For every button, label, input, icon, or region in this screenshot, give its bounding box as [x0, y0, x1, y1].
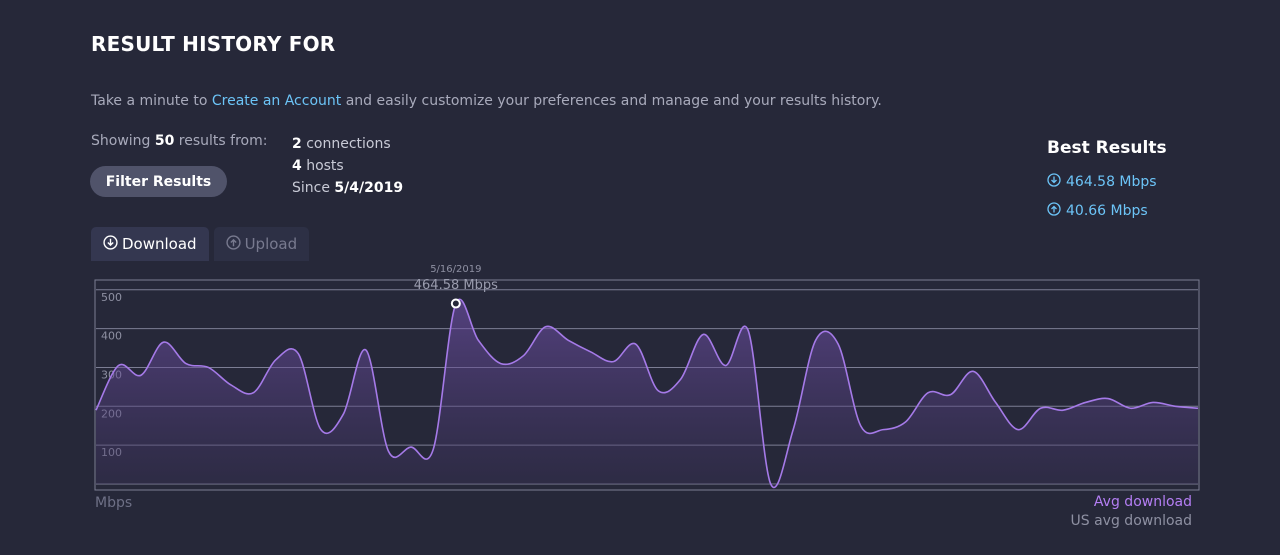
- arrow-up-circle-icon: [225, 234, 241, 254]
- avg-download-line: [95, 298, 1199, 488]
- tab-upload[interactable]: Upload: [213, 227, 310, 261]
- hosts-label: hosts: [301, 158, 344, 174]
- intro-text: Take a minute to Create an Account and e…: [91, 93, 882, 109]
- highlight-point: [450, 298, 461, 309]
- showing-prefix: Showing: [91, 133, 155, 149]
- connections-count: 2: [292, 136, 302, 152]
- legend-us-avg-download: US avg download: [1070, 513, 1192, 529]
- tab-download-label: Download: [122, 235, 197, 253]
- results-meta: 2 connections 4 hosts Since 5/4/2019: [292, 133, 403, 199]
- best-results-panel: Best Results 464.58 Mbps 40.66 Mbps: [1047, 138, 1167, 225]
- y-tick-label: 500: [101, 291, 122, 304]
- chart-frame: [94, 279, 1200, 491]
- showing-suffix: results from:: [174, 133, 268, 149]
- arrow-down-circle-icon: [103, 234, 118, 254]
- hosts-line: 4 hosts: [292, 155, 403, 177]
- since-line: Since 5/4/2019: [292, 177, 403, 199]
- connections-line: 2 connections: [292, 133, 403, 155]
- hosts-count: 4: [292, 158, 302, 174]
- arrow-up-circle-icon: [1047, 201, 1061, 220]
- page-title: RESULT HISTORY FOR: [91, 32, 336, 56]
- results-count-text: Showing 50 results from:: [91, 133, 267, 149]
- intro-before: Take a minute to: [91, 93, 212, 109]
- connections-label: connections: [301, 136, 391, 152]
- legend-avg-download: Avg download: [1093, 494, 1192, 510]
- best-upload: 40.66 Mbps: [1047, 196, 1167, 225]
- highlight-date-label: 5/16/2019: [430, 264, 481, 275]
- results-count: 50: [154, 133, 175, 149]
- best-upload-value: 40.66 Mbps: [1066, 202, 1148, 219]
- chart-unit-label: Mbps: [95, 495, 133, 511]
- filter-results-button[interactable]: Filter Results: [90, 166, 227, 197]
- tab-upload-label: Upload: [244, 235, 298, 253]
- y-tick-label: 400: [101, 330, 122, 343]
- best-results-title: Best Results: [1047, 138, 1167, 158]
- highlight-value-label: 464.58 Mbps: [414, 278, 498, 293]
- create-account-link[interactable]: Create an Account: [211, 93, 342, 109]
- avg-download-area: [96, 299, 1198, 488]
- since-label: Since: [292, 180, 335, 196]
- arrow-down-circle-icon: [1047, 172, 1061, 191]
- since-date: 5/4/2019: [334, 180, 404, 196]
- best-download: 464.58 Mbps: [1047, 167, 1167, 196]
- intro-after: and easily customize your preferences an…: [341, 93, 882, 109]
- metric-tabs: Download Upload: [91, 227, 310, 261]
- tab-download[interactable]: Download: [91, 227, 209, 261]
- best-download-value: 464.58 Mbps: [1066, 173, 1157, 190]
